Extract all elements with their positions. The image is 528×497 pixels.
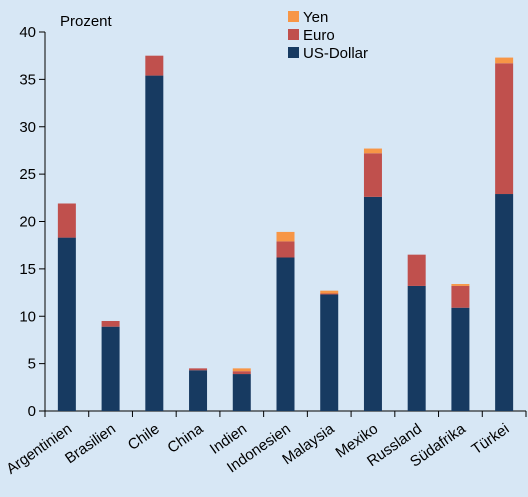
bar-euro [320, 293, 339, 295]
bar-us-dollar [276, 257, 295, 411]
x-tick-label: China [164, 420, 206, 457]
bar-us-dollar [57, 237, 76, 411]
bar-euro [407, 254, 426, 286]
bar-us-dollar [232, 374, 251, 411]
bar-us-dollar [101, 326, 120, 411]
y-tick-label: 25 [19, 166, 36, 183]
x-tick-label: Argentinien [3, 420, 75, 477]
legend-swatch [288, 29, 299, 40]
bar-us-dollar [451, 307, 470, 411]
bar-yen [320, 290, 339, 294]
legend-label: Yen [303, 9, 328, 26]
bar-yen [232, 368, 251, 372]
y-tick-label: 35 [19, 71, 36, 88]
y-tick-label: 10 [19, 308, 36, 325]
bar-yen [276, 231, 295, 242]
bar-yen [451, 284, 470, 286]
x-tick-label: Brasilien [62, 420, 119, 467]
y-tick-label: 15 [19, 261, 36, 278]
legend-swatch [288, 11, 299, 22]
bar-euro [276, 241, 295, 258]
bar-euro [189, 368, 208, 371]
y-axis: 0 5 10 15 20 25 30 35 40 [19, 24, 46, 420]
bar-euro [451, 285, 470, 308]
y-tick-label: 30 [19, 119, 36, 136]
bar-euro [145, 55, 164, 76]
bar-us-dollar [407, 285, 426, 411]
bar-euro [57, 203, 76, 238]
y-tick-label: 5 [28, 356, 36, 373]
legend-swatch [288, 47, 299, 58]
x-tick-label: Chile [125, 420, 163, 454]
x-tick-label: Türkei [469, 420, 513, 458]
bar-euro [363, 153, 382, 197]
y-axis-unit-label: Prozent [60, 13, 113, 30]
bars [57, 55, 514, 412]
bar-us-dollar [363, 196, 382, 411]
legend-label: Euro [303, 27, 335, 44]
bar-us-dollar [189, 370, 208, 411]
bar-yen [495, 57, 514, 64]
bar-us-dollar [495, 194, 514, 411]
bar-euro [232, 371, 251, 375]
bar-euro [101, 320, 120, 327]
bar-euro [495, 63, 514, 195]
bar-us-dollar [320, 294, 339, 411]
bar-yen [363, 148, 382, 154]
y-tick-label: 0 [28, 403, 36, 420]
bar-us-dollar [145, 75, 164, 412]
legend-label: US-Dollar [303, 45, 368, 62]
y-tick-label: 40 [19, 24, 36, 41]
y-tick-label: 20 [19, 214, 36, 231]
